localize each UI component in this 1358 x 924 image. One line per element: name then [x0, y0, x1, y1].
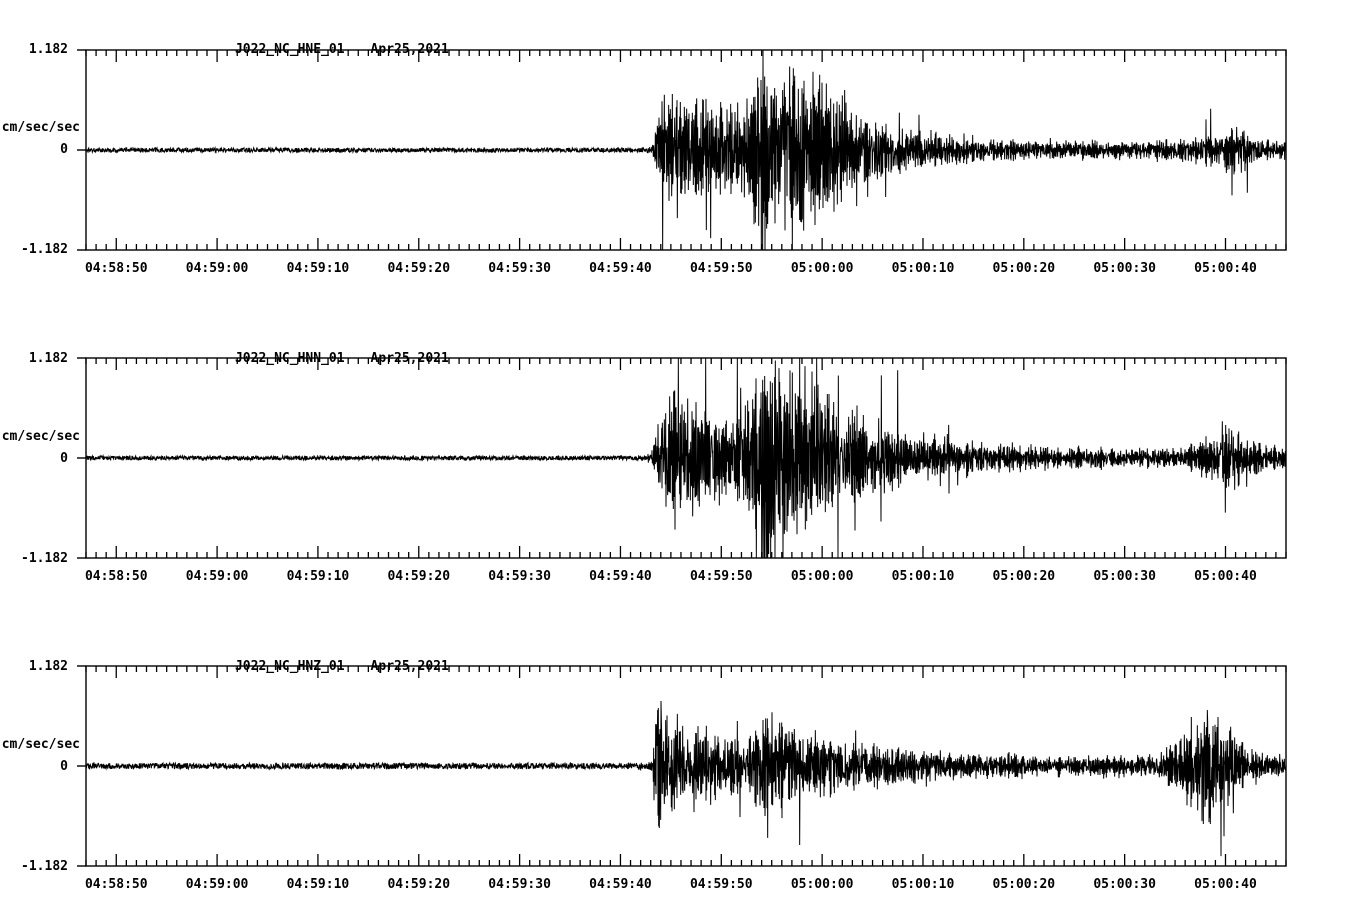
- y-tick-bottom-hnz: -1.182: [21, 859, 68, 874]
- x-tick-label: 04:59:20: [387, 261, 451, 276]
- seismogram-plot-hnn: [77, 357, 1287, 559]
- x-tick-label: 04:59:30: [488, 877, 551, 892]
- y-tick-top-hnn: 1.182: [28, 351, 68, 366]
- y-axis-unit-label-hnz: cm/sec/sec: [1, 737, 80, 752]
- x-tick-label: 05:00:30: [1093, 877, 1156, 892]
- x-tick-label: 04:58:50: [84, 569, 148, 584]
- x-tick-label: 04:59:20: [387, 877, 451, 892]
- x-tick-label: 04:58:50: [84, 261, 148, 276]
- waveform-trace: [85, 358, 1287, 558]
- x-tick-label: 05:00:40: [1194, 569, 1257, 584]
- seismogram-panel-hnz: J022_NC_HNZ_01 Apr25,2021 cm/sec/sec 1.18…: [0, 616, 1358, 916]
- x-tick-label: 04:59:50: [689, 569, 753, 584]
- x-tick-label: 05:00:10: [891, 877, 955, 892]
- seismogram-panel-hne: J022_NC_HNE_01 Apr25,2021 cm/sec/sec 1.18…: [0, 0, 1358, 300]
- x-tick-label: 04:58:50: [84, 877, 148, 892]
- x-tick-label: 05:00:30: [1093, 261, 1156, 276]
- y-axis-unit-label-hne: cm/sec/sec: [1, 120, 80, 135]
- x-tick-label: 05:00:20: [992, 261, 1056, 276]
- waveform-trace: [85, 700, 1287, 857]
- x-tick-label: 04:59:30: [488, 261, 551, 276]
- x-tick-label: 04:59:00: [185, 877, 249, 892]
- x-tick-label: 04:59:00: [185, 261, 249, 276]
- x-tick-label: 05:00:00: [790, 877, 854, 892]
- x-tick-label: 04:59:10: [286, 877, 350, 892]
- x-tick-label: 05:00:20: [992, 569, 1056, 584]
- y-tick-mid-hnz: 0: [60, 759, 68, 774]
- x-tick-label: 04:59:40: [589, 569, 652, 584]
- x-tick-label: 04:59:20: [387, 569, 451, 584]
- x-tick-label: 04:59:30: [488, 569, 551, 584]
- x-tick-label: 05:00:00: [790, 569, 854, 584]
- y-tick-top-hne: 1.182: [28, 42, 68, 57]
- x-tick-label: 04:59:50: [689, 877, 753, 892]
- x-tick-label: 04:59:40: [589, 877, 652, 892]
- x-tick-label: 05:00:20: [992, 877, 1056, 892]
- y-tick-bottom-hne: -1.182: [21, 242, 68, 257]
- x-tick-label: 05:00:40: [1194, 261, 1257, 276]
- x-tick-label: 05:00:10: [891, 261, 955, 276]
- y-tick-bottom-hnn: -1.182: [21, 551, 68, 566]
- x-tick-label: 04:59:50: [689, 261, 753, 276]
- x-tick-label: 04:59:00: [185, 569, 249, 584]
- x-tick-label: 05:00:40: [1194, 877, 1257, 892]
- x-tick-label: 04:59:10: [286, 569, 350, 584]
- x-tick-label: 05:00:00: [790, 261, 854, 276]
- seismogram-plot-hnz: [77, 665, 1287, 867]
- y-tick-mid-hne: 0: [60, 142, 68, 157]
- y-tick-top-hnz: 1.182: [28, 659, 68, 674]
- seismogram-panel-hnn: J022_NC_HNN_01 Apr25,2021 cm/sec/sec 1.18…: [0, 308, 1358, 608]
- x-tick-label: 04:59:10: [286, 261, 350, 276]
- y-axis-unit-label-hnn: cm/sec/sec: [1, 429, 80, 444]
- x-tick-label: 04:59:40: [589, 261, 652, 276]
- waveform-trace: [85, 50, 1287, 250]
- x-tick-label: 05:00:30: [1093, 569, 1156, 584]
- seismogram-plot-hne: [77, 49, 1287, 251]
- y-tick-mid-hnn: 0: [60, 451, 68, 466]
- x-tick-label: 05:00:10: [891, 569, 955, 584]
